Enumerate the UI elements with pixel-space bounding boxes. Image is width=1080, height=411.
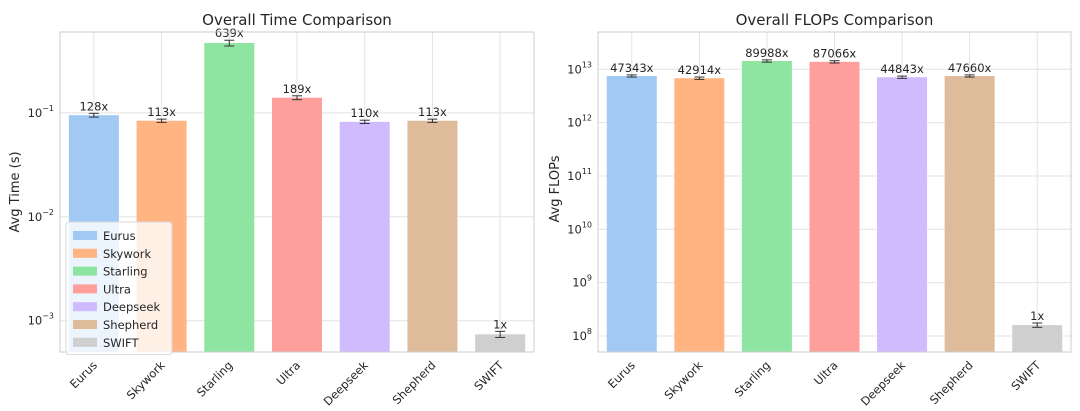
data-label: 1x: [1030, 309, 1044, 323]
y-tick-label: 10−1: [28, 104, 54, 120]
x-tick-label: Shepherd: [927, 358, 976, 407]
bar-ultra: [809, 61, 860, 353]
x-tick-label: Skywork: [124, 358, 168, 402]
bar-shepherd: [407, 120, 458, 353]
data-label: 89988x: [745, 46, 789, 60]
legend-label: Ultra: [103, 282, 131, 296]
bar-swift: [1012, 325, 1063, 352]
legend-swatch-swift: [73, 337, 97, 347]
bar-starling: [204, 43, 255, 353]
data-label: 128x: [79, 99, 108, 113]
data-label: 44843x: [880, 62, 924, 76]
x-tick-label: Ultra: [811, 358, 841, 388]
x-tick-label: Skywork: [662, 358, 706, 402]
plot-frame: [59, 31, 535, 353]
legend-swatch-eurus: [73, 231, 97, 240]
legend-label: Shepherd: [103, 318, 158, 332]
legend-swatch-skywork: [73, 248, 97, 258]
legend-label: SWIFT: [103, 336, 139, 350]
legend-label: Deepseek: [103, 300, 160, 314]
x-tick-label: Starling: [194, 358, 235, 399]
x-tick-label: Shepherd: [390, 358, 439, 407]
y-tick-label: 1012: [567, 114, 592, 130]
legend-label: Starling: [103, 265, 148, 279]
data-label: 87066x: [813, 47, 857, 61]
y-tick-label: 109: [572, 274, 592, 290]
plot-frame: [597, 31, 1072, 353]
data-label: 47343x: [610, 61, 654, 75]
legend-label: Skywork: [103, 247, 152, 261]
x-tick-label: SWIFT: [471, 358, 507, 394]
y-tick-label: 1013: [567, 60, 592, 76]
x-tick-label: SWIFT: [1008, 358, 1044, 394]
legend-swatch-ultra: [73, 284, 97, 294]
x-tick-label: Eurus: [67, 358, 100, 391]
y-axis-label: Avg Time (s): [8, 151, 23, 232]
data-label: 110x: [350, 106, 379, 120]
y-tick-label: 10−2: [28, 208, 54, 224]
x-tick-label: Deepseek: [858, 358, 909, 409]
bar-deepseek: [877, 77, 928, 352]
y-tick-label: 10−3: [28, 312, 54, 328]
time-comparison-panel: 10−3 10−2 10−1 128x Eurus 113x Skywork 639x Star…: [8, 11, 535, 409]
x-tick-label: Deepseek: [321, 358, 372, 409]
data-label: 113x: [147, 105, 176, 119]
x-tick-label: Eurus: [605, 358, 638, 391]
legend: Eurus Skywork Starling Ultra Deepseek Shepher…: [65, 221, 173, 356]
bar-swift: [475, 334, 526, 352]
flops-comparison-panel: 108 109 1010 1011 1012 1013 47343x Eurus 42914x S…: [548, 11, 1072, 409]
bar-starling: [741, 60, 792, 353]
data-label: 113x: [418, 105, 447, 119]
chart-title: Overall FLOPs Comparison: [736, 11, 934, 29]
chart-title: Overall Time Comparison: [202, 11, 392, 29]
y-tick-label: 1011: [567, 167, 592, 183]
legend-swatch-starling: [73, 266, 97, 276]
data-label: 639x: [215, 26, 244, 40]
x-tick-label: Starling: [732, 358, 773, 399]
data-label: 189x: [283, 82, 312, 96]
bar-deepseek: [339, 121, 390, 352]
legend-label: Eurus: [103, 229, 136, 243]
x-tick-label: Ultra: [273, 358, 303, 388]
bar-eurus: [606, 75, 657, 352]
data-label: 47660x: [948, 61, 992, 75]
data-label: 1x: [493, 317, 507, 331]
legend-swatch-shepherd: [73, 320, 97, 329]
data-label: 42914x: [678, 63, 722, 77]
bar-shepherd: [944, 75, 995, 352]
y-tick-label: 1010: [567, 220, 592, 236]
bar-skywork: [674, 78, 725, 353]
bar-ultra: [272, 97, 322, 352]
legend-swatch-deepseek: [73, 302, 97, 312]
y-tick-label: 108: [572, 327, 592, 343]
y-axis-label: Avg FLOPs: [548, 155, 563, 222]
